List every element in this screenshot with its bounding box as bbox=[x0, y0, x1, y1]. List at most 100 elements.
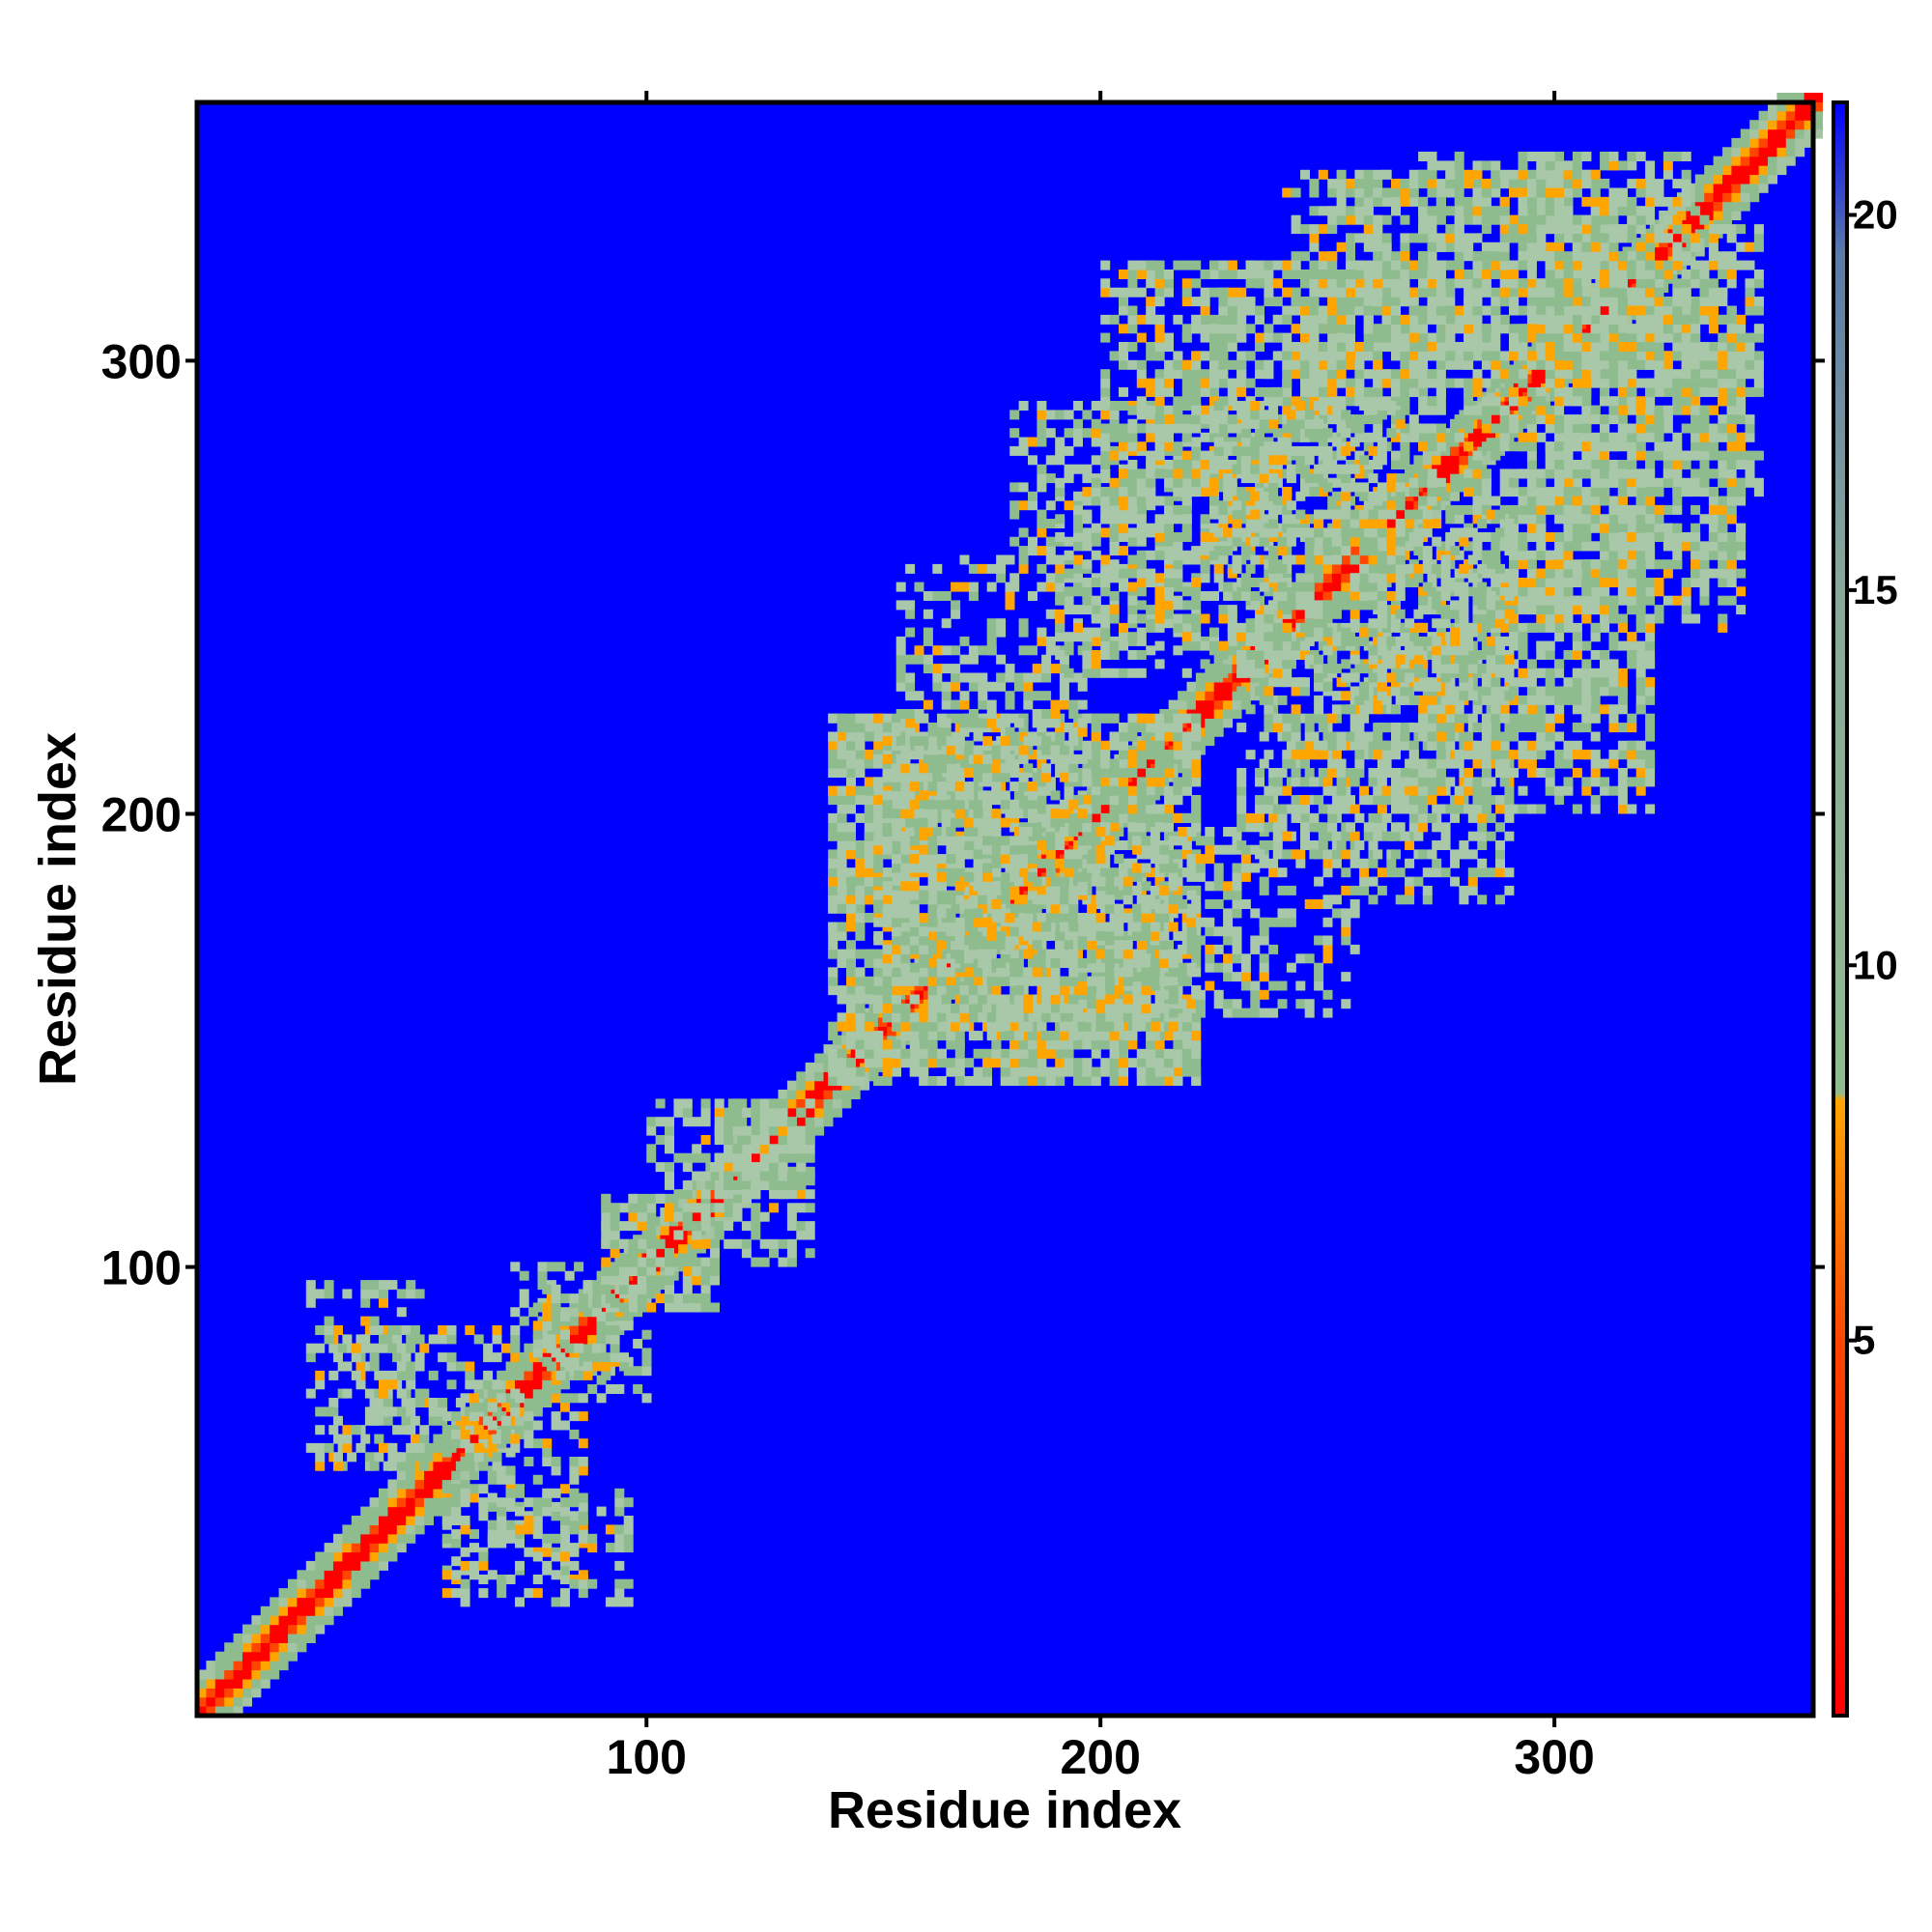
heatmap-cell bbox=[846, 785, 856, 796]
heatmap-cell bbox=[837, 768, 847, 778]
heatmap-cell bbox=[315, 1406, 326, 1417]
heatmap-cell bbox=[342, 1442, 353, 1453]
heatmap-cell bbox=[438, 1325, 448, 1335]
heatmap-cell bbox=[700, 1171, 711, 1181]
heatmap-cell bbox=[1100, 750, 1111, 760]
heatmap-cell bbox=[324, 1597, 334, 1607]
heatmap-cell bbox=[1005, 664, 1015, 674]
heatmap-cell bbox=[1713, 174, 1723, 185]
heatmap-cell bbox=[428, 1415, 439, 1426]
heatmap-cell bbox=[1232, 944, 1242, 954]
heatmap-cell bbox=[1181, 812, 1192, 823]
heatmap-cell bbox=[469, 1393, 479, 1404]
heatmap-cell bbox=[700, 1257, 711, 1267]
heatmap-cell bbox=[954, 1031, 965, 1041]
heatmap-cell bbox=[741, 1135, 752, 1145]
heatmap-cell bbox=[1213, 718, 1224, 728]
heatmap-cell bbox=[1136, 723, 1147, 733]
heatmap-cell bbox=[832, 1098, 842, 1109]
heatmap-cell bbox=[1186, 863, 1197, 873]
heatmap-cell bbox=[1132, 999, 1143, 1009]
heatmap-cell bbox=[692, 1257, 702, 1267]
heatmap-cell bbox=[560, 1339, 570, 1349]
heatmap-cell bbox=[655, 1117, 666, 1127]
heatmap-cell bbox=[614, 1560, 625, 1571]
heatmap-cell bbox=[315, 1425, 326, 1435]
heatmap-cell bbox=[828, 903, 838, 914]
heatmap-cell bbox=[1768, 110, 1777, 121]
heatmap-cell bbox=[1173, 713, 1183, 724]
heatmap-cell bbox=[778, 1135, 788, 1145]
heatmap-cell bbox=[1023, 691, 1034, 701]
heatmap-cell bbox=[379, 1560, 388, 1571]
heatmap-cell bbox=[582, 1280, 593, 1291]
heatmap-cell bbox=[1213, 681, 1224, 692]
heatmap-cell bbox=[927, 895, 938, 905]
heatmap-cell bbox=[374, 1452, 384, 1463]
heatmap-cell bbox=[270, 1597, 280, 1607]
heatmap-cell bbox=[328, 1398, 339, 1407]
heatmap-cell bbox=[905, 681, 916, 692]
heatmap-cell bbox=[932, 664, 943, 674]
heatmap-cell bbox=[1250, 908, 1261, 919]
heatmap-cell bbox=[646, 1266, 657, 1276]
heatmap-cell bbox=[837, 922, 847, 932]
heatmap-cell bbox=[1232, 709, 1242, 719]
heatmap-cell bbox=[1091, 1031, 1101, 1041]
heatmap-cell bbox=[828, 1066, 838, 1077]
heatmap-cell bbox=[892, 994, 901, 1005]
heatmap-cell bbox=[1531, 373, 1542, 384]
heatmap-cell bbox=[324, 1615, 334, 1626]
heatmap-cell bbox=[1136, 713, 1147, 724]
heatmap-cell bbox=[1386, 519, 1397, 528]
heatmap-cell bbox=[973, 976, 983, 986]
heatmap-cell bbox=[315, 1597, 326, 1607]
heatmap-cell bbox=[1009, 949, 1020, 959]
heatmap-cell bbox=[919, 1039, 929, 1050]
heatmap-cell bbox=[542, 1488, 553, 1498]
heatmap-cell bbox=[396, 1307, 407, 1318]
heatmap-cell bbox=[1213, 944, 1224, 954]
heatmap-cell bbox=[1100, 1058, 1111, 1068]
heatmap-cell bbox=[841, 1098, 852, 1109]
heatmap-cell bbox=[837, 849, 847, 860]
heatmap-cell bbox=[1181, 1012, 1192, 1023]
heatmap-cell bbox=[333, 1415, 343, 1426]
heatmap-cell bbox=[542, 1560, 553, 1571]
heatmap-cell bbox=[560, 1311, 570, 1321]
heatmap-cell bbox=[996, 654, 1007, 665]
heatmap-cell bbox=[724, 1221, 734, 1232]
heatmap-cell bbox=[1191, 1031, 1202, 1041]
heatmap-cell bbox=[628, 1257, 639, 1267]
heatmap-cell bbox=[1758, 137, 1769, 148]
heatmap-cell bbox=[460, 1578, 470, 1589]
heatmap-cell bbox=[1450, 482, 1460, 493]
heatmap-cell bbox=[1073, 1076, 1083, 1086]
heatmap-cell bbox=[441, 1447, 452, 1458]
heatmap-cell bbox=[610, 1352, 620, 1363]
heatmap-cell bbox=[569, 1524, 580, 1535]
heatmap-cell bbox=[379, 1334, 388, 1345]
heatmap-cell bbox=[560, 1329, 570, 1340]
heatmap-cell bbox=[487, 1533, 497, 1544]
heatmap-cell bbox=[1178, 899, 1188, 909]
heatmap-cell bbox=[487, 1492, 497, 1503]
heatmap-cell bbox=[1018, 1058, 1029, 1068]
heatmap-cell bbox=[270, 1634, 280, 1643]
heatmap-cell bbox=[487, 1570, 497, 1580]
heatmap-cell bbox=[1146, 713, 1156, 724]
heatmap-cell bbox=[951, 664, 961, 674]
heatmap-cell bbox=[510, 1442, 521, 1453]
heatmap-cell bbox=[342, 1425, 353, 1435]
heatmap-cell bbox=[428, 1406, 439, 1417]
heatmap-cell bbox=[1191, 1076, 1202, 1086]
heatmap-cell bbox=[1154, 1066, 1165, 1077]
heatmap-cell bbox=[1173, 849, 1183, 860]
heatmap-cell bbox=[1813, 101, 1823, 112]
heatmap-cell bbox=[578, 1492, 588, 1503]
heatmap-cell bbox=[532, 1506, 543, 1517]
heatmap-cell bbox=[633, 1366, 643, 1377]
heatmap-cell bbox=[1304, 563, 1315, 574]
heatmap-cell bbox=[1232, 1008, 1242, 1018]
heatmap-cell bbox=[542, 1370, 553, 1380]
